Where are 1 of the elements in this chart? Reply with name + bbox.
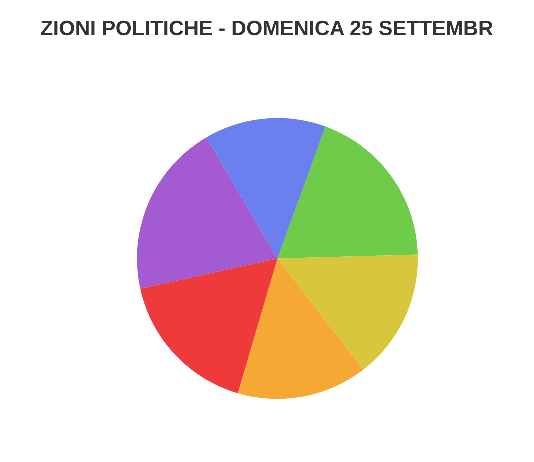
chart-title: ZIONI POLITICHE - DOMENICA 25 SETTEMBR bbox=[41, 20, 494, 36]
